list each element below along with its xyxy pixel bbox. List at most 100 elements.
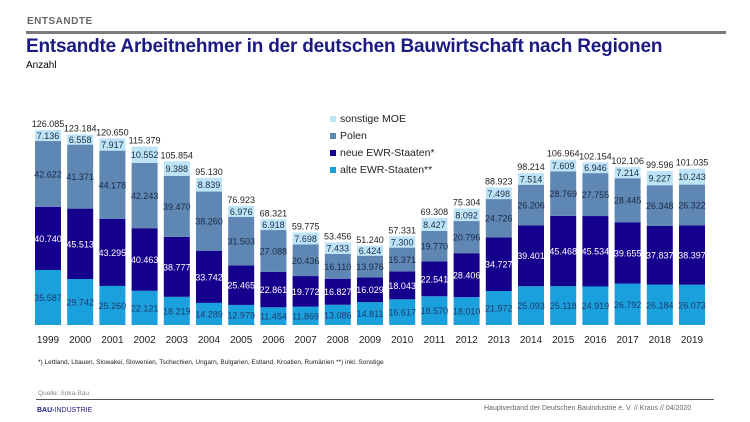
data-label: 6.918 — [262, 220, 285, 230]
total-label: 123.184 — [64, 123, 97, 133]
bar-segment — [614, 283, 641, 325]
total-label: 102.106 — [611, 156, 644, 166]
data-label: 18.010 — [453, 307, 481, 317]
data-label: 43.295 — [99, 248, 127, 258]
data-label: 25.465 — [227, 281, 255, 291]
data-label: 6.558 — [69, 135, 92, 145]
data-label: 28.769 — [549, 189, 577, 199]
data-label: 41.371 — [66, 172, 94, 182]
logo-separator-icon: › — [52, 407, 55, 414]
data-label: 22.861 — [260, 285, 288, 295]
bar-segment — [131, 228, 158, 291]
data-label: 39.401 — [517, 251, 545, 261]
data-label: 25.093 — [517, 301, 545, 311]
x-tick-label: 2009 — [359, 335, 382, 346]
legend-item: sonstige MOE — [330, 110, 435, 127]
bar-segment — [35, 130, 61, 142]
data-label: 7.300 — [391, 237, 414, 247]
bar-segment — [550, 286, 577, 325]
bar-segment — [99, 285, 126, 325]
data-label: 16.029 — [356, 285, 384, 295]
bar-segment — [453, 297, 480, 325]
bar-segment — [646, 284, 673, 325]
data-label: 28.406 — [453, 271, 481, 281]
data-label: 37.837 — [646, 251, 674, 261]
data-label: 22.541 — [421, 274, 449, 284]
footnote: *) Lettland, Litauen, Slowakei, Slowenie… — [38, 359, 384, 366]
footer-divider — [36, 399, 714, 400]
total-label: 102.154 — [579, 151, 612, 161]
bar-segment — [389, 236, 416, 248]
bar-segment — [389, 271, 416, 300]
data-label: 7.433 — [327, 244, 350, 254]
bar-segment — [228, 206, 255, 217]
data-label: 26.184 — [646, 300, 674, 310]
total-label: 59.775 — [292, 222, 320, 232]
total-label: 95.130 — [195, 167, 223, 177]
data-label: 9.388 — [166, 164, 189, 174]
bar-segment — [196, 250, 222, 303]
bar-segment — [421, 296, 448, 325]
bar-segment — [260, 230, 287, 272]
data-label: 6.946 — [584, 163, 607, 173]
bar-segment — [228, 265, 255, 305]
data-label: 28.445 — [614, 196, 642, 206]
bar-segment — [196, 177, 222, 192]
x-tick-label: 2012 — [455, 335, 478, 346]
bar-segment — [292, 276, 319, 307]
bar-segment — [550, 215, 577, 287]
bar-segment — [131, 290, 158, 325]
source-note: Quelle: Soka-Bau — [38, 390, 89, 397]
bar-segment — [646, 170, 673, 186]
bar-segment — [485, 237, 512, 292]
data-label: 11.454 — [260, 312, 287, 322]
data-label: 39.655 — [614, 248, 642, 258]
section-kicker: ENTSANDTE — [27, 16, 93, 27]
data-label: 19.770 — [421, 242, 449, 252]
data-label: 14.289 — [195, 309, 223, 319]
data-label: 6.424 — [359, 246, 382, 256]
stacked-bar-chart: 35.587 40.740 42.622 7.136 126.085 1999 29.742… — [32, 119, 709, 346]
data-label: 7.609 — [552, 161, 575, 171]
legend-swatch-icon — [330, 115, 336, 122]
bar-segment — [453, 221, 480, 254]
bar-segment — [67, 208, 94, 280]
legend-label: sonstige MOE — [340, 112, 406, 125]
bar-segment — [324, 304, 351, 325]
data-label: 38.260 — [195, 217, 223, 227]
data-label: 42.622 — [34, 169, 62, 179]
bar-segment — [421, 217, 448, 231]
x-tick-label: 2003 — [166, 335, 189, 346]
bar-segment — [453, 208, 480, 222]
total-label: 106.964 — [547, 149, 580, 159]
x-tick-label: 2002 — [133, 335, 156, 346]
x-tick-label: 2008 — [327, 335, 350, 346]
data-label: 26.322 — [678, 200, 706, 210]
total-label: 99.596 — [646, 160, 674, 170]
data-label: 26.206 — [517, 200, 545, 210]
data-label: 38.397 — [678, 250, 706, 260]
chart-legend: sonstige MOE Polen neue EWR-Staaten* alte E… — [330, 110, 435, 178]
data-label: 7.698 — [294, 234, 317, 244]
data-label: 8.427 — [423, 220, 446, 230]
bar-segment — [614, 178, 641, 223]
data-label: 25.260 — [99, 301, 127, 311]
data-label: 27.088 — [260, 246, 288, 256]
bar-segment — [99, 138, 126, 151]
bar-segment — [163, 161, 190, 176]
chart-title: Entsandte Arbeitnehmer in der deutschen … — [26, 36, 663, 57]
bar-segment — [679, 284, 705, 325]
total-label: 69.308 — [421, 207, 449, 217]
legend-item: alte EWR-Staaten** — [330, 161, 435, 178]
bar-segment — [646, 185, 673, 226]
bar-segment — [292, 244, 319, 277]
total-label: 75.304 — [453, 198, 481, 208]
data-label: 22.121 — [131, 303, 159, 313]
total-label: 53.456 — [324, 231, 352, 241]
legend-label: neue EWR-Staaten* — [340, 146, 435, 159]
legend-swatch-icon — [330, 132, 336, 139]
total-label: 115.379 — [129, 136, 161, 146]
logo-bold-text: BAU — [37, 407, 53, 414]
data-label: 15.371 — [388, 255, 416, 265]
data-label: 20.796 — [453, 233, 481, 243]
